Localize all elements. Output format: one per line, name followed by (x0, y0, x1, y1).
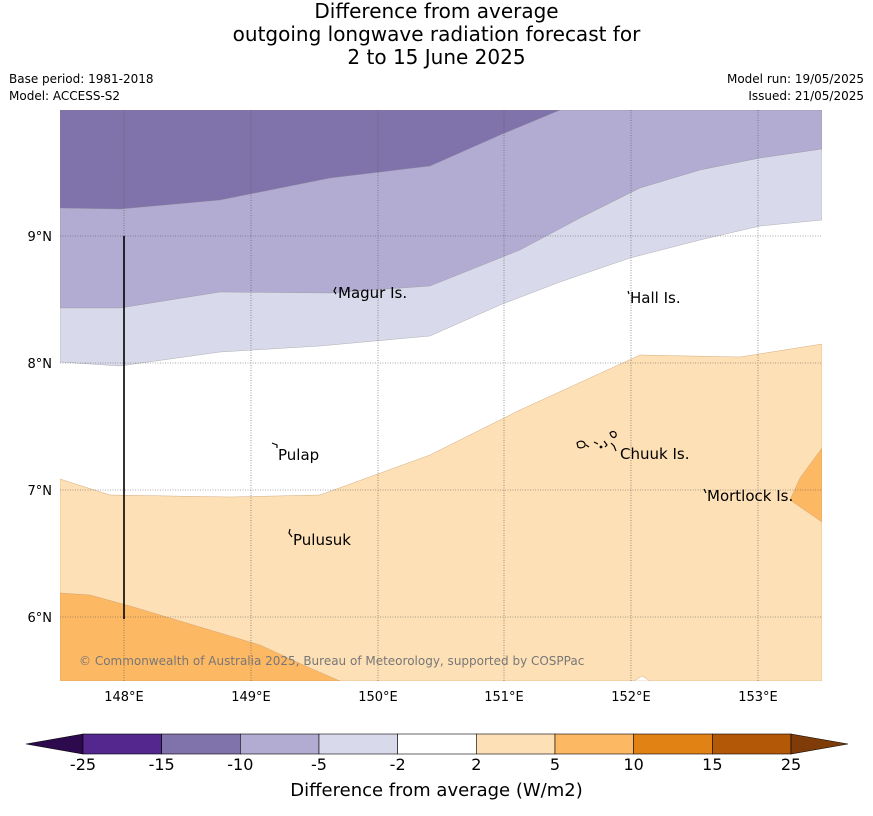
colorbar-segment (318, 733, 398, 755)
hall-island-icon (627, 290, 630, 295)
island-shapes (271, 286, 707, 538)
colorbar-segment (240, 733, 320, 755)
mortlock-island-icon (703, 488, 707, 494)
colorbar-tick-label: -2 (389, 755, 406, 774)
colorbar-tick-label: 10 (623, 755, 644, 774)
lat-label-9: 9°N (28, 230, 53, 245)
colorbar-extend-high (790, 733, 849, 755)
place-label-pulap: Pulap (278, 446, 319, 464)
place-label-pulusuk: Pulusuk (293, 531, 351, 549)
title-line-1: Difference from average (314, 0, 559, 23)
colorbar-tick-label: -10 (227, 755, 254, 774)
lon-label-150: 150°E (358, 690, 398, 705)
contour-orange-bottom-left (60, 592, 341, 681)
colorbar-segment (633, 733, 713, 755)
colorbar-tick-label: -25 (69, 755, 97, 774)
colorbar-label: Difference from average (W/m2) (290, 780, 583, 801)
lon-label-148: 148°E (104, 690, 144, 705)
grid-lines (60, 110, 822, 681)
model-name: Model: ACCESS-S2 (9, 89, 121, 103)
lon-label-149: 149°E (231, 690, 271, 705)
meta-right: Model run: 19/05/2025 Issued: 21/05/2025 (727, 71, 864, 105)
lat-label-7: 7°N (28, 484, 53, 499)
colorbar-segment (476, 733, 556, 755)
title-line-2: outgoing longwave radiation forecast for (232, 22, 641, 46)
colorbar (25, 733, 849, 755)
copyright-text: © Commonwealth of Australia 2025, Bureau… (79, 654, 584, 668)
place-label-hall: Hall Is. (630, 289, 681, 307)
colorbar-tick-label: 2 (471, 755, 482, 774)
chuuk-islands-icon (576, 430, 617, 452)
place-label-chuuk: Chuuk Is. (620, 445, 689, 463)
colorbar-segment (82, 733, 162, 755)
colorbar-segment (712, 733, 792, 755)
colorbar-tick-label: -15 (148, 755, 175, 774)
pulap-island-icon (271, 442, 278, 448)
colorbar-segment (397, 733, 477, 755)
lon-label-152: 152°E (611, 690, 651, 705)
colorbar-tick-label: -5 (311, 755, 327, 774)
title-line-3: 2 to 15 June 2025 (347, 45, 526, 69)
magur-island-icon (333, 286, 337, 295)
issued-date: Issued: 21/05/2025 (748, 89, 864, 103)
lon-label-153: 153°E (738, 690, 778, 705)
meta-left: Base period: 1981-2018 Model: ACCESS-S2 (9, 71, 154, 105)
model-run: Model run: 19/05/2025 (726, 72, 864, 86)
contour-orange-light (60, 343, 822, 681)
colorbar-segment (161, 733, 241, 755)
place-label-magur: Magur Is. (338, 284, 407, 302)
colorbar-tick-label: 5 (549, 755, 561, 774)
pulusuk-island-icon (288, 528, 293, 538)
colorbar-tick-label: 15 (702, 755, 723, 774)
map-title: Difference from average outgoing longwav… (0, 0, 873, 69)
lon-label-151: 151°E (484, 690, 524, 705)
lat-label-8: 8°N (28, 357, 53, 372)
colorbar-tick-label: 25 (780, 755, 802, 774)
place-label-mortlock: Mortlock Is. (707, 487, 793, 505)
colorbar-segment (554, 733, 634, 755)
map-plot-area (60, 110, 822, 681)
contour-purple-dark (60, 110, 561, 210)
base-period: Base period: 1981-2018 (9, 72, 154, 86)
contour-orange-right (789, 447, 822, 523)
colorbar-extend-low (25, 733, 84, 755)
lat-label-6: 6°N (28, 611, 53, 626)
